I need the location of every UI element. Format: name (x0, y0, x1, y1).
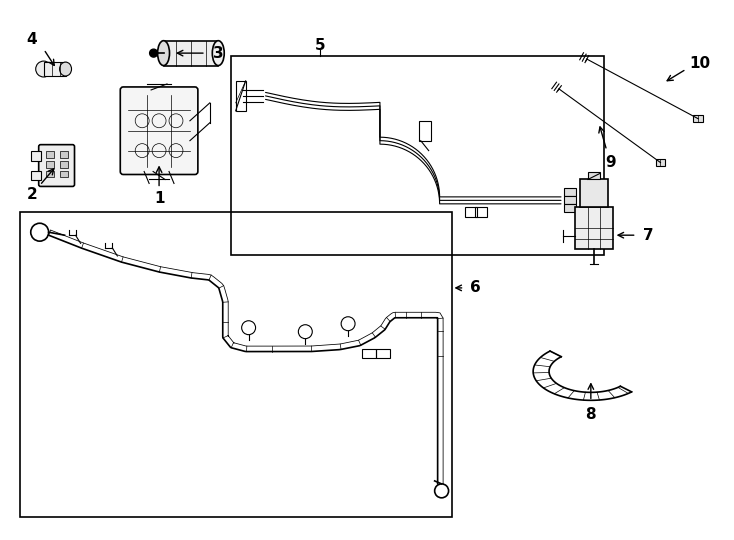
Bar (465, 207, 477, 217)
Bar (46, 171, 54, 178)
Bar (575, 207, 613, 249)
Text: 6: 6 (470, 280, 481, 295)
Bar (20, 212, 451, 517)
Bar (564, 197, 576, 204)
Bar (59, 171, 68, 178)
Text: 1: 1 (154, 191, 164, 206)
Ellipse shape (59, 62, 71, 76)
Text: 7: 7 (643, 228, 654, 242)
Text: 8: 8 (586, 407, 596, 422)
FancyBboxPatch shape (120, 87, 198, 174)
Bar (655, 159, 666, 166)
Bar (46, 160, 54, 167)
Ellipse shape (158, 40, 170, 65)
Bar (46, 151, 54, 158)
Bar (580, 179, 608, 207)
Bar (236, 81, 246, 111)
Bar (476, 207, 487, 217)
FancyBboxPatch shape (39, 145, 75, 186)
Bar (59, 151, 68, 158)
Bar (31, 171, 40, 180)
Bar (564, 204, 576, 212)
Bar (694, 116, 703, 122)
Ellipse shape (212, 40, 225, 65)
Text: 3: 3 (214, 45, 224, 60)
Bar (59, 160, 68, 167)
Text: 4: 4 (26, 32, 37, 46)
Text: 2: 2 (26, 187, 37, 202)
Bar (164, 40, 218, 65)
Circle shape (150, 49, 158, 57)
Text: 5: 5 (315, 38, 326, 53)
Bar (362, 349, 376, 357)
Text: 9: 9 (606, 155, 616, 170)
Bar (418, 121, 431, 140)
Bar (588, 172, 600, 179)
Bar (564, 188, 576, 197)
Bar (43, 62, 65, 76)
Text: 10: 10 (690, 56, 711, 71)
Bar (31, 151, 40, 160)
Bar (376, 349, 390, 357)
Bar (230, 56, 604, 255)
Ellipse shape (36, 61, 51, 77)
